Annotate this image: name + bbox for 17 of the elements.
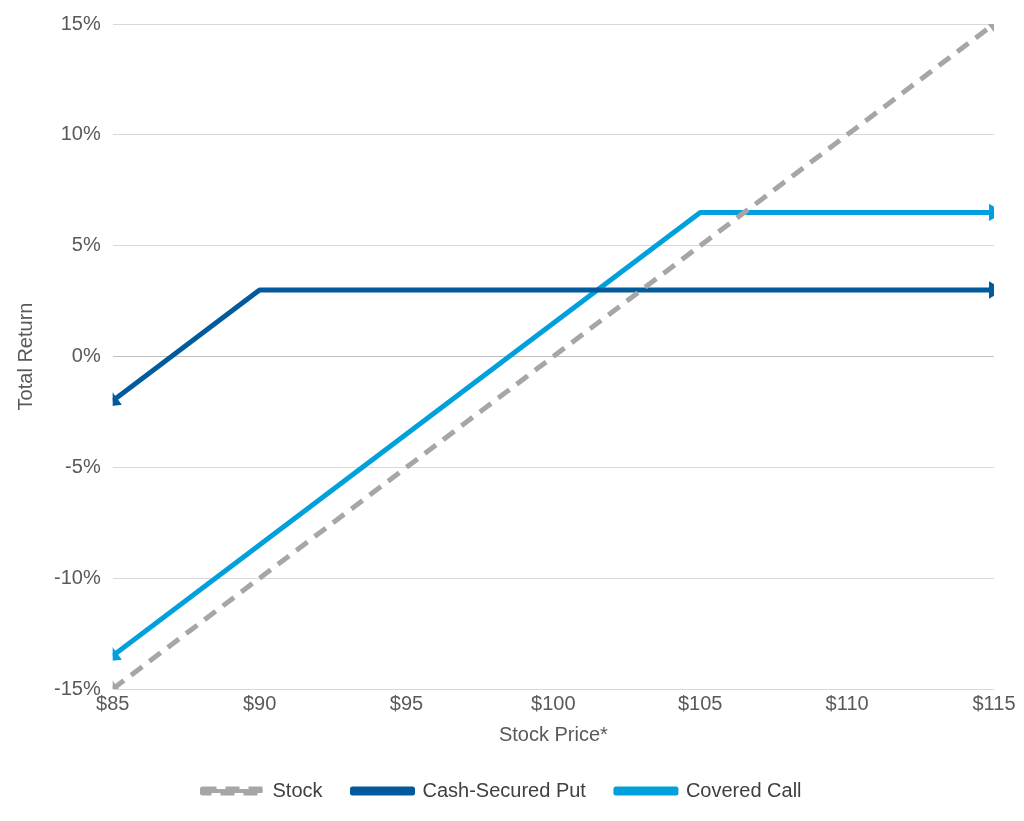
x-tick-label: $95	[389, 691, 424, 714]
legend-label: Stock	[272, 778, 324, 801]
legend-label: Cash-Secured Put	[422, 778, 587, 801]
legend-label: Covered Call	[685, 778, 802, 801]
y-tick-label: 0%	[71, 344, 101, 367]
x-tick-label: $110	[825, 691, 869, 714]
x-tick-label: $100	[531, 691, 576, 714]
y-tick-label: 15%	[60, 11, 101, 34]
y-tick-label: -10%	[53, 565, 101, 588]
y-tick-label: -5%	[65, 454, 101, 477]
x-axis-title: Stock Price*	[498, 722, 609, 745]
y-tick-label: 10%	[60, 122, 101, 145]
x-tick-label: $115	[972, 691, 1016, 714]
x-tick-label: $105	[677, 691, 723, 714]
y-axis-title: Total Return	[13, 302, 36, 411]
x-tick-label: $90	[242, 691, 277, 714]
y-tick-label: 5%	[71, 233, 101, 256]
